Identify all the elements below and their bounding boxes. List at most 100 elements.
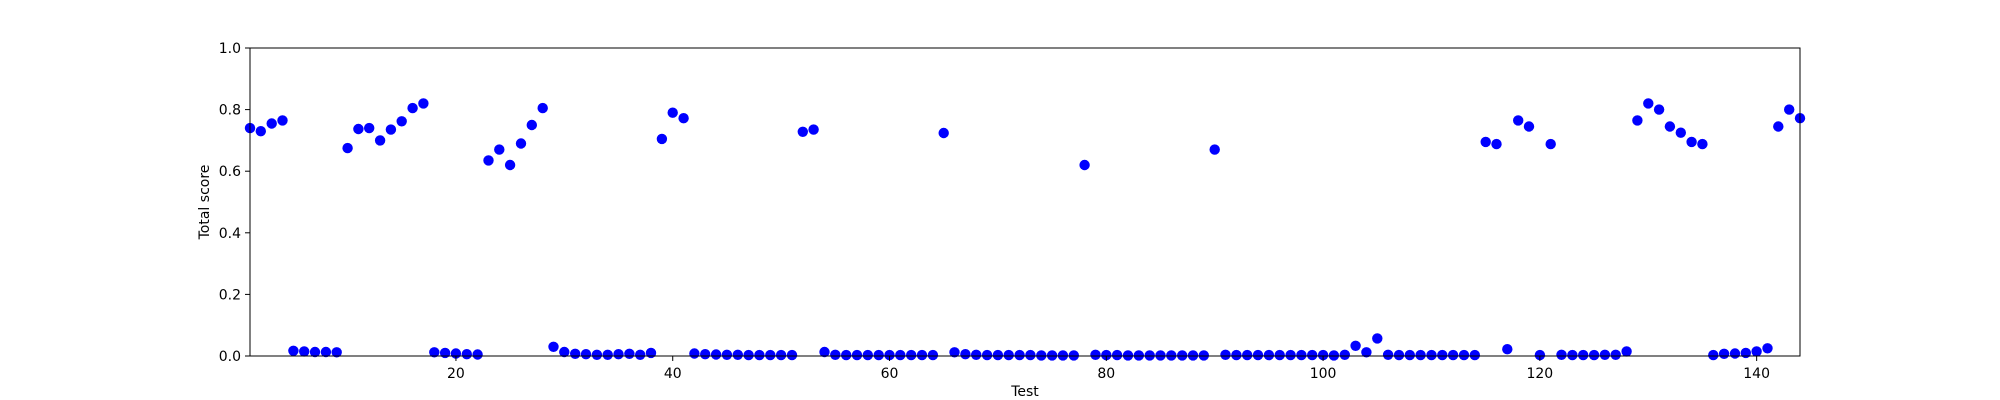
data-point — [1328, 350, 1340, 361]
plot-frame — [249, 47, 1801, 357]
data-point — [353, 123, 364, 135]
data-point — [1718, 348, 1730, 359]
x-axis-label: Test — [1010, 384, 1039, 400]
data-point — [472, 349, 483, 360]
y-tick-label: 0.4 — [219, 226, 241, 242]
data-point — [1610, 349, 1621, 360]
data-point — [1404, 349, 1416, 361]
data-point — [808, 124, 819, 135]
data-point — [1285, 349, 1296, 361]
data-point — [786, 349, 798, 361]
data-point — [1567, 349, 1578, 361]
data-point — [700, 349, 711, 360]
data-point — [635, 349, 646, 360]
data-point — [1155, 350, 1166, 361]
y-axis-label: Total score — [197, 165, 213, 241]
data-point — [1209, 144, 1220, 155]
data-point — [1133, 350, 1145, 361]
data-point — [548, 341, 559, 352]
data-point — [656, 133, 668, 145]
data-point — [624, 348, 635, 359]
data-point — [1187, 350, 1199, 361]
data-point — [1697, 138, 1708, 150]
data-point — [1729, 348, 1741, 359]
y-tick-label: 0.0 — [219, 349, 241, 365]
data-point — [1621, 346, 1632, 357]
data-point — [385, 124, 397, 135]
data-point — [1784, 104, 1795, 115]
data-point — [255, 126, 266, 137]
data-point — [884, 349, 895, 361]
data-point — [1458, 349, 1470, 361]
data-point — [689, 348, 700, 359]
data-point — [1079, 159, 1090, 171]
data-point — [1307, 349, 1318, 361]
data-point — [1556, 349, 1567, 360]
data-point — [862, 349, 873, 361]
data-point — [732, 349, 743, 360]
data-point — [667, 107, 678, 118]
data-point — [526, 119, 537, 131]
plot-area — [250, 48, 1800, 356]
data-point — [1372, 333, 1383, 344]
data-point — [1220, 349, 1231, 360]
data-point — [1708, 349, 1719, 361]
data-point — [1686, 136, 1697, 148]
data-point — [342, 142, 353, 154]
data-point — [1653, 104, 1665, 115]
data-point — [1046, 350, 1058, 361]
data-point — [1545, 138, 1556, 150]
data-point — [949, 347, 960, 358]
data-point — [537, 102, 548, 114]
data-point — [1480, 136, 1491, 148]
data-point — [1643, 98, 1654, 109]
data-point — [1166, 350, 1177, 361]
data-point — [960, 349, 971, 360]
data-point — [797, 126, 808, 137]
data-point — [602, 349, 613, 360]
data-point — [309, 346, 321, 358]
data-point — [971, 349, 982, 360]
data-point — [1491, 138, 1502, 150]
data-point — [1101, 349, 1112, 361]
data-point — [1632, 115, 1643, 126]
data-point — [906, 349, 917, 361]
data-point — [1588, 349, 1600, 361]
data-point — [1122, 350, 1134, 361]
data-point — [1350, 340, 1361, 351]
data-point — [1198, 350, 1210, 361]
data-point — [1177, 350, 1188, 361]
x-tick-label: 120 — [1526, 366, 1553, 382]
data-point — [613, 349, 624, 360]
data-point — [396, 116, 407, 127]
data-point — [429, 347, 440, 358]
data-point — [1242, 349, 1253, 361]
data-point — [1751, 346, 1762, 357]
data-point — [266, 118, 277, 129]
data-point — [1003, 349, 1014, 361]
data-point — [418, 98, 429, 109]
data-point — [331, 347, 342, 358]
data-point — [841, 349, 852, 361]
data-point — [1296, 349, 1307, 361]
x-tick-label: 20 — [447, 366, 465, 382]
data-point — [1762, 343, 1773, 354]
data-point — [277, 115, 288, 126]
data-point — [678, 113, 689, 124]
data-point — [743, 349, 754, 361]
data-point — [1447, 349, 1459, 361]
data-point — [1057, 350, 1069, 361]
data-point — [320, 346, 332, 358]
data-point — [591, 349, 603, 360]
data-points — [244, 98, 1806, 361]
x-tick-label: 60 — [881, 366, 899, 382]
x-tick-label: 40 — [664, 366, 682, 382]
data-point — [851, 349, 863, 361]
data-point — [1534, 349, 1546, 361]
data-point — [1740, 347, 1752, 359]
data-point — [439, 347, 451, 359]
data-point — [1361, 347, 1372, 358]
data-point — [1469, 349, 1481, 361]
data-point — [1144, 350, 1155, 361]
